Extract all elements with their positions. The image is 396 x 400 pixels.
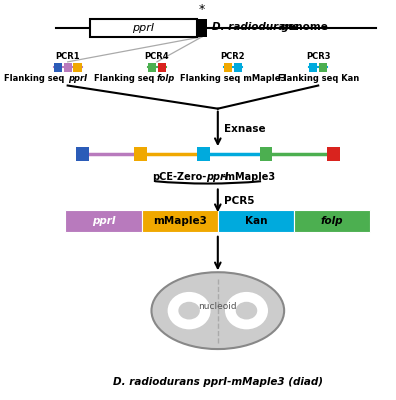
Text: genome: genome <box>277 22 328 32</box>
Ellipse shape <box>225 292 268 329</box>
Text: Flanking seq mMaple3: Flanking seq mMaple3 <box>180 74 286 83</box>
Text: D. radiodurans pprI-mMaple3 (diad): D. radiodurans pprI-mMaple3 (diad) <box>113 376 323 386</box>
Bar <box>89 19 197 37</box>
Bar <box>74 63 82 72</box>
Bar <box>197 147 210 161</box>
Text: PCR4: PCR4 <box>145 52 169 61</box>
Text: folp: folp <box>321 216 343 226</box>
Bar <box>65 210 142 232</box>
Bar <box>234 63 242 72</box>
Text: folp: folp <box>157 74 175 83</box>
Bar <box>224 63 232 72</box>
Ellipse shape <box>236 302 257 320</box>
Ellipse shape <box>168 292 211 329</box>
Text: -mMaple3: -mMaple3 <box>221 172 276 182</box>
Bar <box>327 147 340 161</box>
Text: pprI: pprI <box>68 74 87 83</box>
Text: Flanking seq Kan: Flanking seq Kan <box>278 74 359 83</box>
Bar <box>148 63 156 72</box>
Text: Kan: Kan <box>245 216 267 226</box>
Bar <box>309 63 317 72</box>
Text: mMaple3: mMaple3 <box>153 216 207 226</box>
Text: *: * <box>199 3 205 16</box>
Bar <box>54 63 62 72</box>
Text: D. radiodurans: D. radiodurans <box>211 22 298 32</box>
Text: Exnase: Exnase <box>224 124 266 134</box>
Bar <box>76 147 89 161</box>
Text: nucleoid: nucleoid <box>198 302 237 311</box>
Bar <box>64 63 72 72</box>
Bar <box>142 210 218 232</box>
Text: Flanking seq: Flanking seq <box>4 74 68 83</box>
Text: pprI: pprI <box>91 216 115 226</box>
Text: PCR5: PCR5 <box>224 196 255 206</box>
Bar <box>197 19 207 37</box>
Ellipse shape <box>151 272 284 349</box>
Bar <box>158 63 166 72</box>
Bar <box>218 210 294 232</box>
Text: pprI: pprI <box>206 172 228 182</box>
Ellipse shape <box>178 302 200 320</box>
Text: PCR1: PCR1 <box>55 52 80 61</box>
Bar <box>260 147 272 161</box>
Bar <box>134 147 147 161</box>
Text: Flanking seq: Flanking seq <box>93 74 157 83</box>
Text: PCR3: PCR3 <box>306 52 330 61</box>
Text: PCR2: PCR2 <box>221 52 246 61</box>
Bar <box>294 210 370 232</box>
Bar <box>319 63 327 72</box>
Text: pCE-Zero-: pCE-Zero- <box>152 172 206 182</box>
Text: pprI: pprI <box>132 23 154 33</box>
